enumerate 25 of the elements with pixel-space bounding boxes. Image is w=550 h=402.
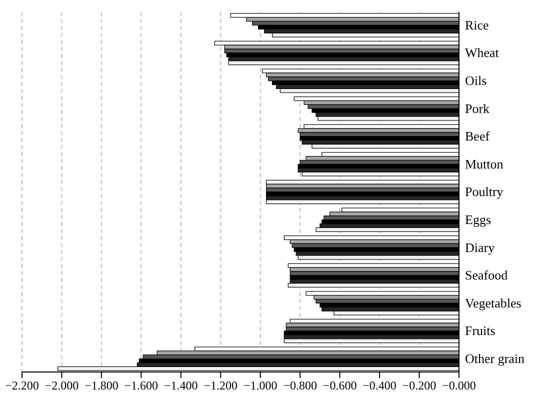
x-tick-label: −1.600 <box>124 378 158 393</box>
x-tick-label: −1.000 <box>243 378 278 393</box>
x-tick-label: −1.800 <box>84 378 118 393</box>
y-tick-label: Beef <box>465 128 490 144</box>
x-tick-label: −0.000 <box>442 378 476 393</box>
y-tick-label: Poultry <box>465 184 504 200</box>
x-tick-label: −1.200 <box>204 378 238 393</box>
y-tick-label: Wheat <box>465 45 500 60</box>
x-tick-label: −0.600 <box>322 378 357 393</box>
y-tick-label: Seafood <box>465 268 508 283</box>
y-tick-label: Vegetables <box>465 295 522 310</box>
y-tick-label: Pork <box>465 100 490 116</box>
y-tick-label: Eggs <box>465 212 491 227</box>
x-tick-label: −1.400 <box>164 378 198 393</box>
y-tick-label: Mutton <box>465 156 504 172</box>
x-tick-label: −2.200 <box>5 378 39 393</box>
y-tick-label: Rice <box>465 17 490 32</box>
y-tick-label: Other grain <box>465 350 526 366</box>
x-tick-label: −0.400 <box>362 378 396 393</box>
y-tick-label: Fruits <box>465 323 496 338</box>
x-tick-label: −0.800 <box>283 378 317 393</box>
x-tick-label: −0.200 <box>402 378 436 393</box>
y-tick-label: Diary <box>465 240 496 255</box>
x-tick-label: −2.000 <box>44 378 79 393</box>
y-tick-label: Oils <box>465 72 487 88</box>
